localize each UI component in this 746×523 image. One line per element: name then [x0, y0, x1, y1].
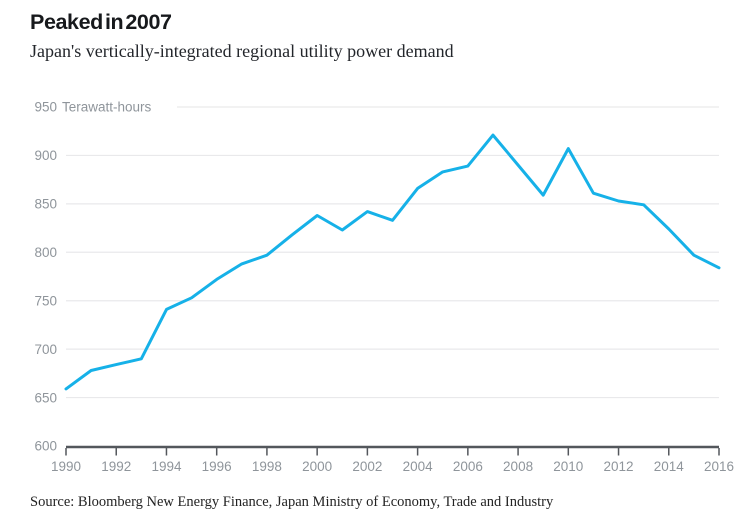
x-tick-label: 2004 — [403, 459, 434, 474]
y-tick-label: 650 — [34, 390, 57, 405]
demand-line — [64, 133, 721, 391]
y-tick-label: 850 — [34, 197, 57, 212]
y-tick-label: 950 — [34, 100, 57, 115]
y-tick-label: 600 — [34, 439, 57, 454]
x-tick-label: 1994 — [151, 459, 182, 474]
y-tick-label: 900 — [34, 148, 57, 163]
source-note: Source: Bloomberg New Energy Finance, Ja… — [30, 494, 554, 510]
x-tick-label: 2006 — [453, 459, 483, 474]
x-tick-label: 1996 — [202, 459, 232, 474]
y-tick-label: 800 — [34, 245, 57, 260]
x-tick-label: 1998 — [252, 459, 282, 474]
x-tick-label: 2000 — [302, 459, 332, 474]
y-axis-unit-label: Terawatt-hours — [62, 100, 152, 115]
x-tick-label: 2002 — [352, 459, 382, 474]
x-tick-label: 2008 — [503, 459, 533, 474]
x-tick-label: 1990 — [51, 459, 81, 474]
y-tick-label: 700 — [34, 342, 57, 357]
chart-subtitle: Japan's vertically-integrated regional u… — [30, 41, 454, 61]
x-tick-label: 1992 — [101, 459, 131, 474]
x-tick-label: 2012 — [604, 459, 634, 474]
x-tick-label: 2016 — [704, 459, 734, 474]
y-tick-label: 750 — [34, 293, 57, 308]
x-tick-label: 2014 — [654, 459, 685, 474]
chart-title: Peaked in 2007 — [30, 10, 172, 34]
x-tick-label: 2010 — [553, 459, 583, 474]
